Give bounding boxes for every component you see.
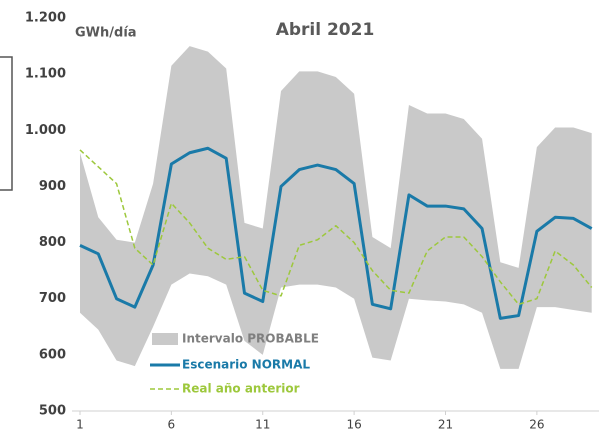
- previous-year-line: [79, 149, 593, 306]
- y-tick-label: 1.000: [25, 123, 66, 138]
- legend-swatch: [152, 333, 178, 345]
- x-tick-label: 16: [346, 418, 361, 432]
- y-tick-label: 800: [39, 235, 66, 250]
- legend-label: Real año anterior: [182, 382, 300, 396]
- probable-band: [80, 46, 592, 369]
- y-tick-label: 700: [39, 291, 66, 306]
- y-tick-label: 1.100: [25, 67, 66, 82]
- legend-label: Intervalo PROBABLE: [182, 332, 319, 346]
- legend-label: Escenario NORMAL: [182, 358, 310, 372]
- x-tick-label: 11: [255, 418, 270, 432]
- x-tick-label: 6: [168, 418, 176, 432]
- x-tick-label: 1: [76, 418, 84, 432]
- cropped-frame: [0, 56, 13, 191]
- x-tick-label: 26: [529, 418, 544, 432]
- y-tick-label: 500: [39, 404, 66, 419]
- x-tick-label: 21: [438, 418, 453, 432]
- normal-line: [79, 146, 593, 320]
- chart-title: Abril 2021: [276, 20, 375, 40]
- y-tick-label: 600: [39, 347, 66, 362]
- y-tick-label: 900: [39, 179, 66, 194]
- y-axis-unit: GWh/día: [75, 26, 137, 41]
- y-tick-label: 1.200: [25, 11, 66, 26]
